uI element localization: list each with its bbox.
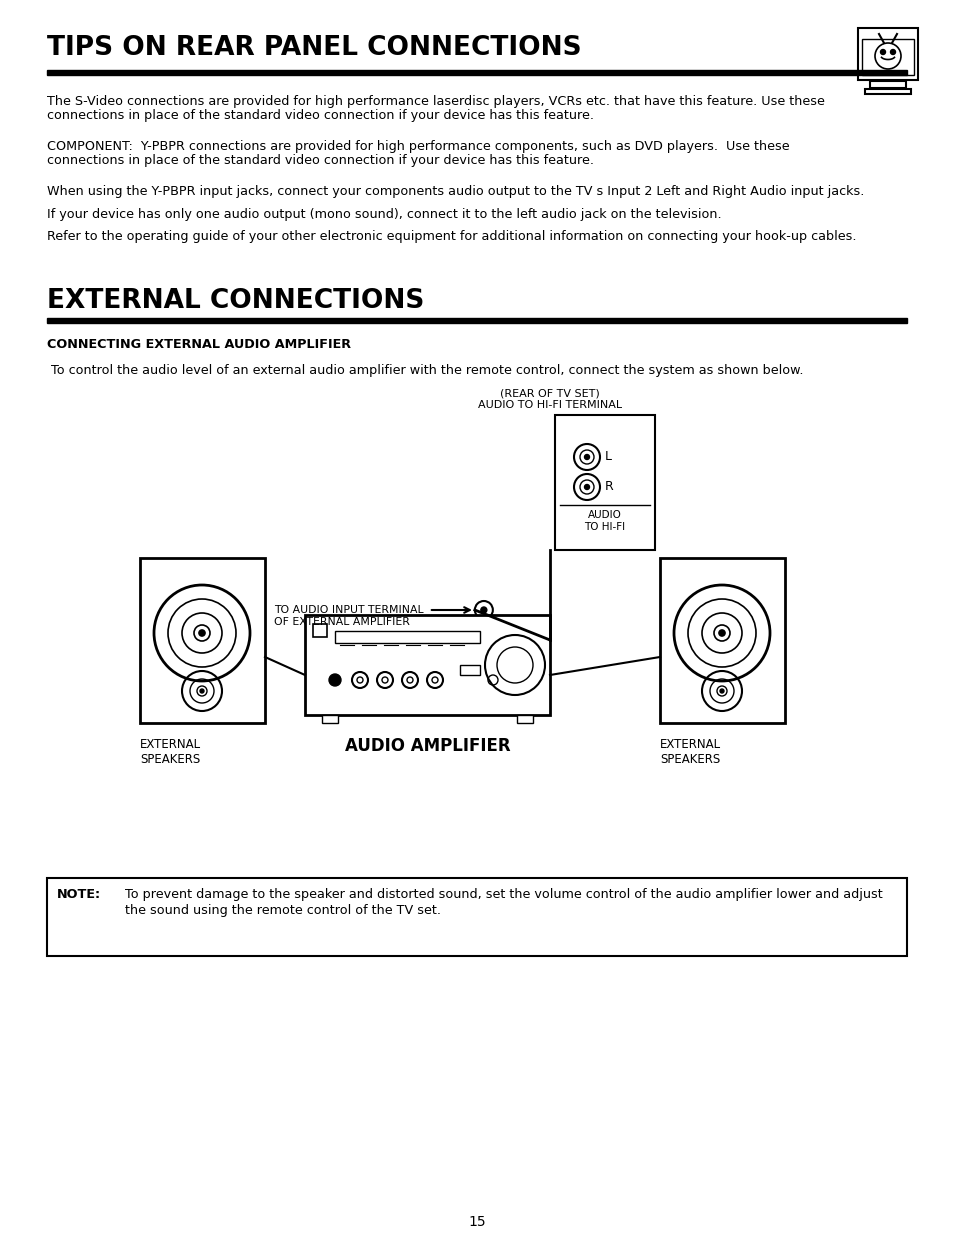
Text: R: R: [604, 480, 613, 494]
Text: NOTE:: NOTE:: [57, 888, 101, 902]
Text: To control the audio level of an external audio amplifier with the remote contro: To control the audio level of an externa…: [47, 364, 802, 377]
Text: (REAR OF TV SET)
AUDIO TO HI-FI TERMINAL: (REAR OF TV SET) AUDIO TO HI-FI TERMINAL: [477, 388, 621, 410]
Bar: [322, 715, 337, 722]
Circle shape: [574, 474, 599, 500]
Circle shape: [719, 630, 724, 636]
Bar: [857, 28, 917, 80]
Bar: [47, 317, 906, 324]
Circle shape: [475, 601, 493, 619]
Circle shape: [584, 454, 589, 459]
Circle shape: [579, 480, 594, 494]
Bar: [869, 82, 905, 88]
Text: EXTERNAL
SPEAKERS: EXTERNAL SPEAKERS: [140, 739, 201, 766]
Text: EXTERNAL CONNECTIONS: EXTERNAL CONNECTIONS: [47, 288, 424, 314]
Bar: [555, 415, 655, 550]
Circle shape: [720, 689, 723, 693]
Bar: [864, 89, 910, 94]
Text: connections in place of the standard video connection if your device has this fe: connections in place of the standard vid…: [47, 109, 594, 122]
Circle shape: [574, 445, 599, 471]
Text: connections in place of the standard video connection if your device has this fe: connections in place of the standard vid…: [47, 154, 594, 167]
Bar: [459, 664, 479, 676]
Text: L: L: [604, 451, 612, 463]
Circle shape: [584, 484, 589, 489]
Bar: [305, 615, 550, 715]
Text: TIPS ON REAR PANEL CONNECTIONS: TIPS ON REAR PANEL CONNECTIONS: [47, 35, 581, 61]
Bar: [335, 631, 479, 643]
Circle shape: [329, 674, 340, 685]
Bar: [313, 624, 327, 637]
Text: The S-Video connections are provided for high performance laserdisc players, VCR: The S-Video connections are provided for…: [47, 95, 824, 107]
Text: EXTERNAL
SPEAKERS: EXTERNAL SPEAKERS: [659, 739, 720, 766]
Circle shape: [880, 49, 884, 54]
Text: AUDIO AMPLIFIER: AUDIO AMPLIFIER: [344, 737, 510, 755]
Text: AUDIO
TO HI-FI: AUDIO TO HI-FI: [584, 510, 625, 531]
Text: If your device has only one audio output (mono sound), connect it to the left au: If your device has only one audio output…: [47, 207, 720, 221]
Bar: [140, 558, 265, 722]
Text: 15: 15: [468, 1215, 485, 1229]
Text: To prevent damage to the speaker and distorted sound, set the volume control of : To prevent damage to the speaker and dis…: [125, 888, 882, 902]
Circle shape: [889, 49, 895, 54]
Bar: [659, 558, 784, 722]
Bar: [47, 70, 906, 75]
Circle shape: [579, 450, 594, 464]
Text: the sound using the remote control of the TV set.: the sound using the remote control of th…: [125, 904, 440, 918]
Bar: [517, 715, 533, 722]
Text: TO AUDIO INPUT TERMINAL
OF EXTERNAL AMPLIFIER: TO AUDIO INPUT TERMINAL OF EXTERNAL AMPL…: [274, 605, 423, 626]
Circle shape: [200, 689, 204, 693]
Bar: [862, 40, 913, 75]
Text: CONNECTING EXTERNAL AUDIO AMPLIFIER: CONNECTING EXTERNAL AUDIO AMPLIFIER: [47, 338, 351, 351]
Text: COMPONENT:  Y-PBPR connections are provided for high performance components, suc: COMPONENT: Y-PBPR connections are provid…: [47, 140, 789, 153]
Circle shape: [480, 606, 486, 613]
Text: Refer to the operating guide of your other electronic equipment for additional i: Refer to the operating guide of your oth…: [47, 230, 856, 243]
Bar: [47, 878, 906, 956]
Text: When using the Y-PBPR input jacks, connect your components audio output to the T: When using the Y-PBPR input jacks, conne…: [47, 185, 863, 198]
Circle shape: [199, 630, 205, 636]
